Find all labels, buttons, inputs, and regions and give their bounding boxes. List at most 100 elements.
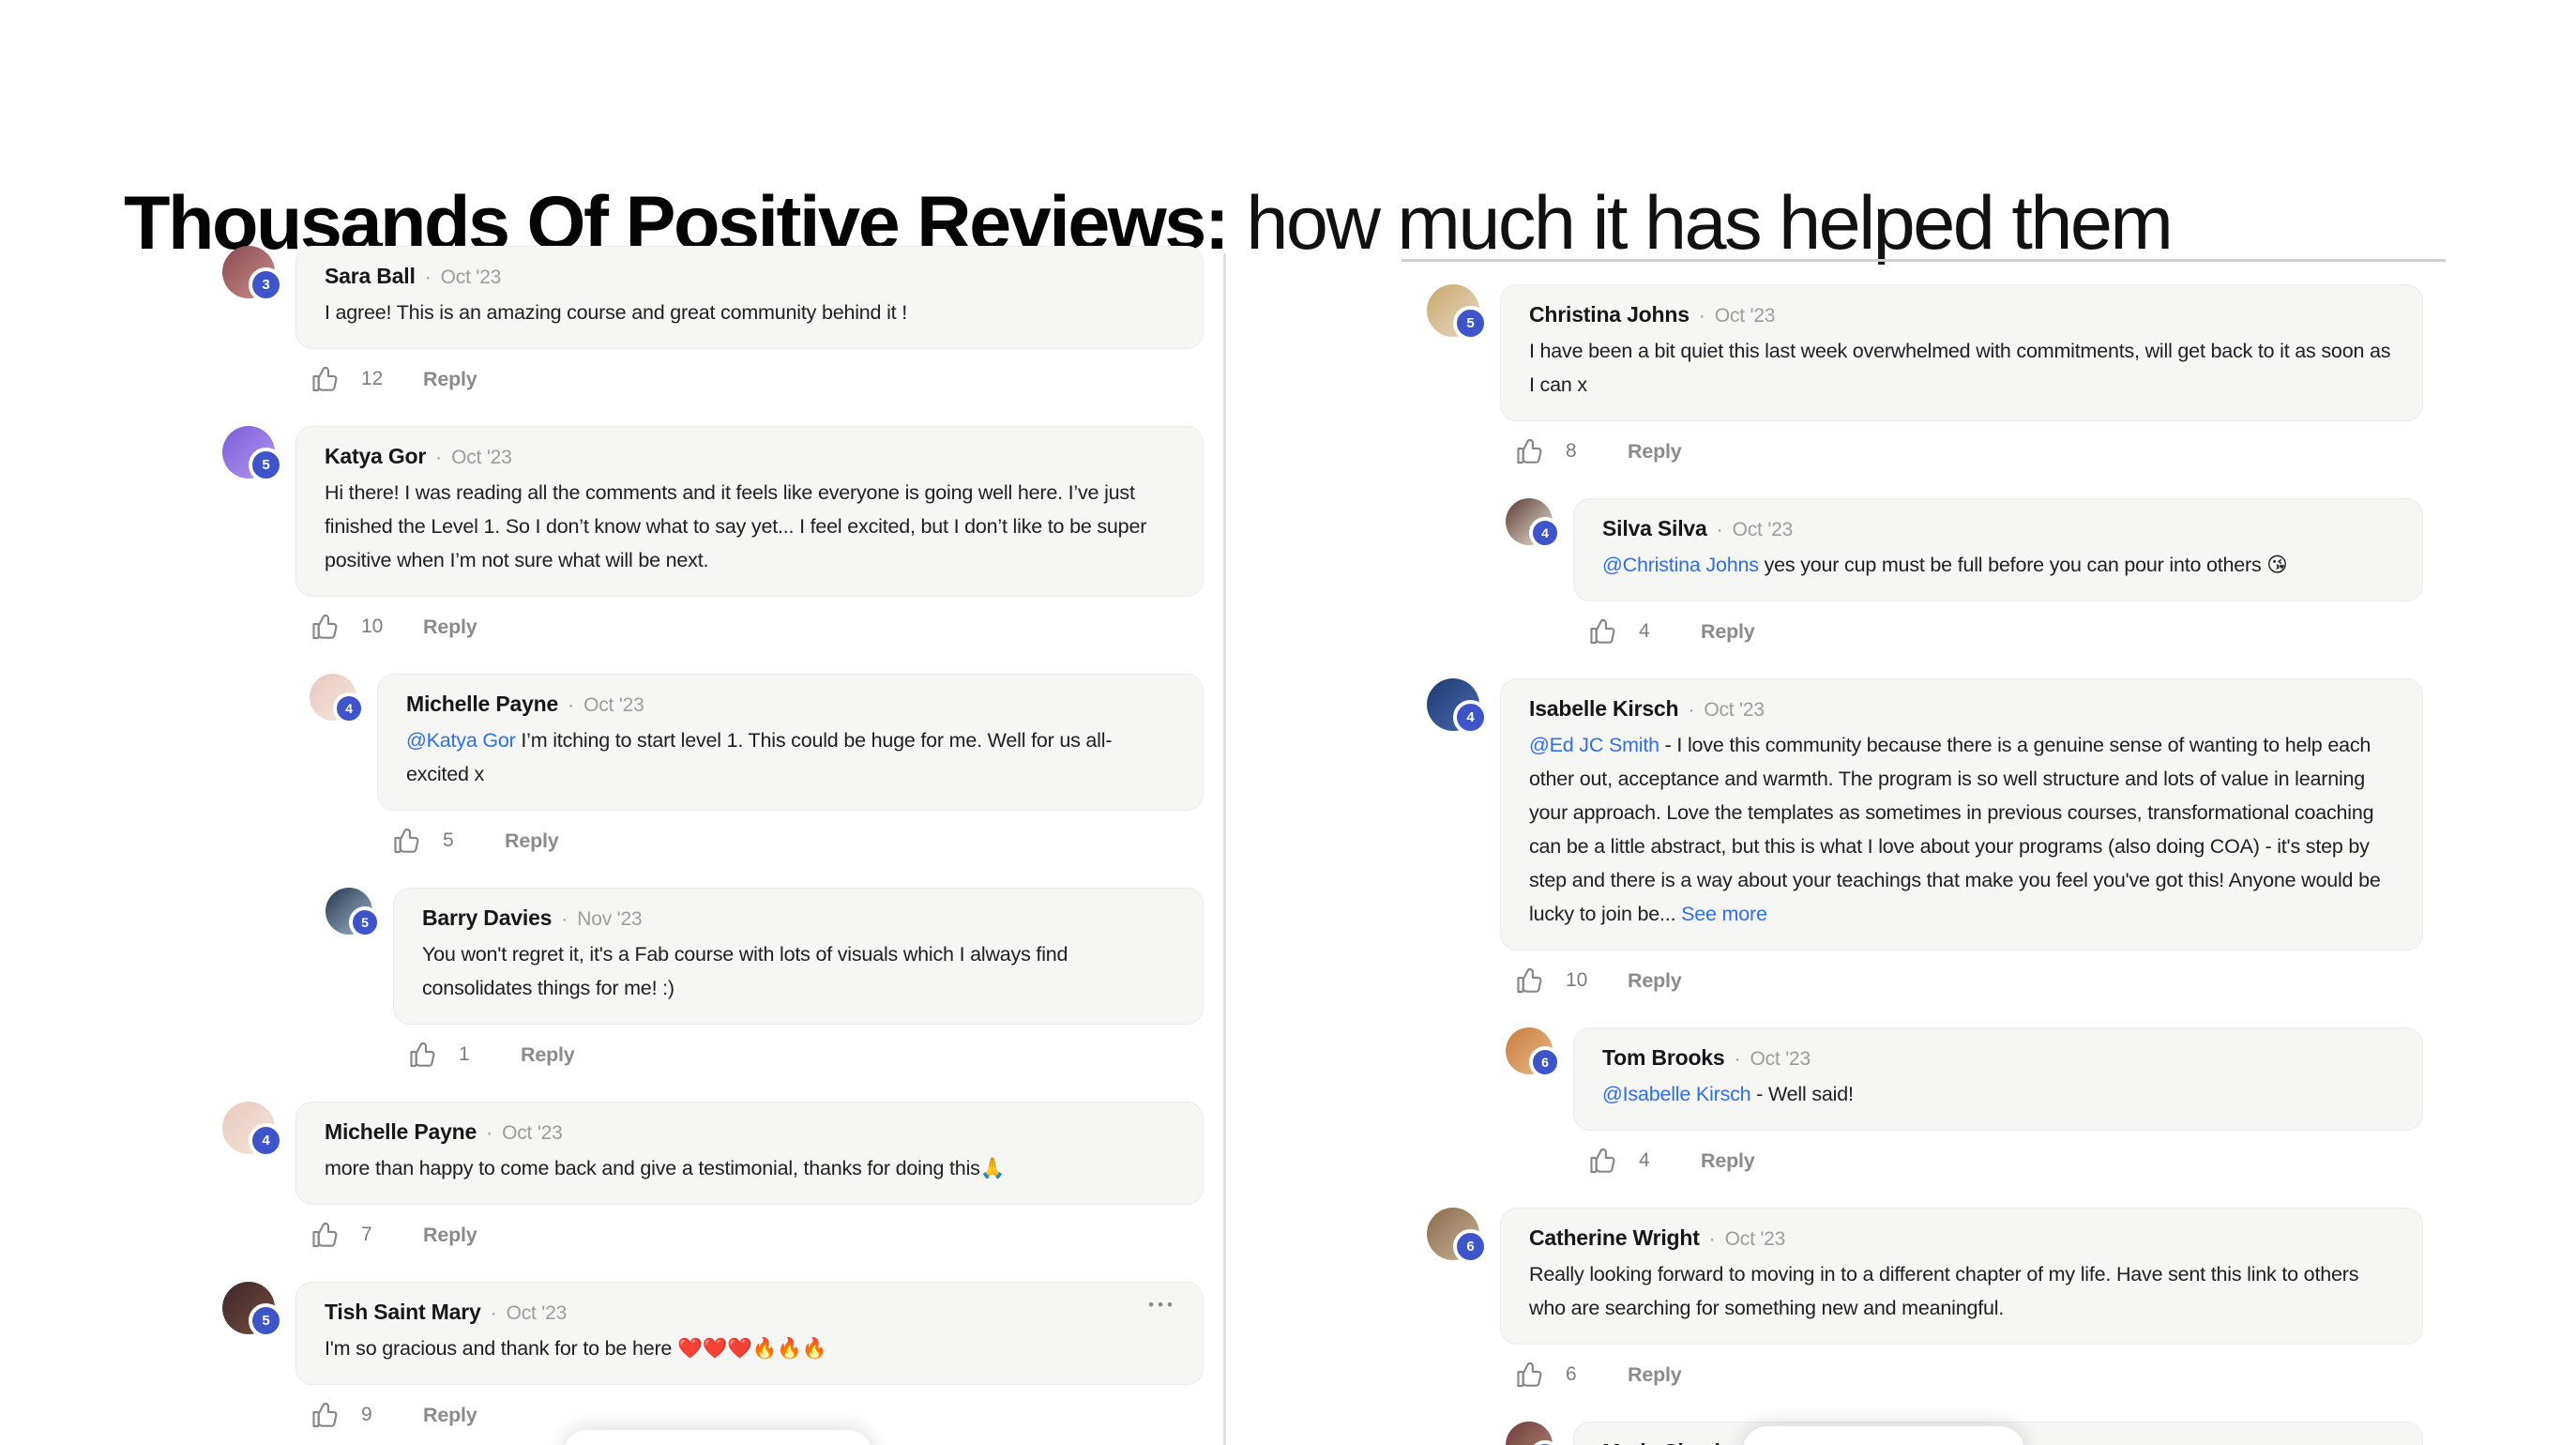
reply-button[interactable]: Reply (521, 1042, 575, 1066)
comment-text: @Isabelle Kirsch - Well said! (1602, 1077, 2394, 1111)
like-button[interactable] (1515, 966, 1545, 996)
mention-link[interactable]: @Katya Gor (406, 729, 516, 752)
reply-button[interactable]: Reply (1628, 968, 1682, 992)
mention-link[interactable]: @Ed JC Smith (1529, 734, 1659, 756)
comment-text: You won't regret it, it's a Fab course w… (422, 937, 1174, 1005)
avatar-level-badge: 4 (333, 692, 365, 724)
date-separator: · (1708, 1228, 1716, 1250)
mention-link[interactable]: @Isabelle Kirsch (1602, 1083, 1751, 1105)
thumbs-up-icon (312, 1222, 338, 1248)
commenter-name: Tom Brooks (1602, 1045, 1725, 1070)
comment-header: Katya Gor · Oct '23 (325, 444, 1174, 469)
reply-button[interactable]: Reply (1628, 439, 1682, 463)
more-options-icon[interactable]: ••• (1148, 1296, 1176, 1314)
comment-date: Oct '23 (1750, 1048, 1811, 1070)
date-separator: · (1688, 699, 1695, 721)
avatar[interactable]: 5 (222, 426, 283, 482)
comment-text-segment: I have been a bit quiet this last week o… (1529, 340, 2391, 396)
commenter-name: Isabelle Kirsch (1529, 696, 1679, 721)
like-count: 12 (361, 368, 384, 389)
avatar[interactable]: 6 (1427, 1208, 1488, 1264)
avatar[interactable]: 5 (222, 1282, 283, 1338)
comment-header: Silva Silva · Oct '23 (1602, 516, 2394, 541)
comment-text-segment: yes your cup must be full before you can… (1758, 554, 2288, 576)
comment-bubble: Katya Gor · Oct '23 Hi there! I was read… (295, 426, 1204, 597)
reply-button[interactable]: Reply (1701, 619, 1755, 643)
comment-text: Really looking forward to moving in to a… (1529, 1257, 2394, 1325)
comment-date: Nov '23 (577, 908, 643, 930)
comment-date: Oct '23 (502, 1122, 563, 1144)
avatar[interactable]: 4 (310, 674, 365, 724)
commenter-name: Christina Johns (1529, 302, 1690, 327)
reply-button[interactable]: Reply (423, 1403, 477, 1426)
avatar[interactable]: 3 (222, 246, 283, 302)
comment-text-segment: Really looking forward to moving in to a… (1529, 1263, 2359, 1319)
reply-button[interactable]: Reply (505, 829, 559, 852)
comment-bubble: Catherine Wright · Oct '23 Really lookin… (1500, 1208, 2423, 1345)
comment-row: 4 Michelle Payne · Oct '23 @Katya Gor I’… (310, 674, 1204, 888)
like-count: 4 (1639, 1149, 1650, 1171)
comment-bubble: Tish Saint Mary · Oct '23 I'm so graciou… (295, 1282, 1204, 1385)
avatar[interactable]: 5 (1427, 284, 1488, 341)
comment-bubble: Michelle Payne · Oct '23 more than happy… (295, 1102, 1204, 1205)
reply-button[interactable]: Reply (423, 615, 477, 638)
avatar[interactable]: 5 (326, 888, 381, 938)
cutoff-overlay-card (563, 1430, 872, 1445)
comments-column-right: 5 Christina Johns · Oct '23 I have been … (1402, 259, 2446, 1445)
comment-bubble: Sara Ball · Oct '23 I agree! This is an … (295, 246, 1204, 349)
date-separator: · (486, 1122, 493, 1144)
like-button[interactable] (311, 612, 341, 642)
like-row: 10 Reply (1515, 964, 2423, 997)
avatar[interactable]: 4 (1506, 498, 1561, 549)
like-button[interactable] (311, 1220, 341, 1250)
mention-link[interactable]: @Christina Johns (1602, 554, 1759, 576)
comment-body: Michelle Payne · Oct '23 more than happy… (295, 1102, 1204, 1282)
comment-text: I have been a bit quiet this last week o… (1529, 334, 2394, 402)
date-separator: · (490, 1302, 497, 1324)
comment-text-segment: more than happy to come back and give a … (325, 1157, 1006, 1179)
comment-date: Oct '23 (1724, 1228, 1786, 1250)
like-button[interactable] (1588, 1146, 1618, 1176)
comment-text-segment: I'm so gracious and thank for to be here… (325, 1337, 827, 1360)
date-separator: · (424, 266, 432, 288)
comment-text-segment: You won't regret it, it's a Fab course w… (422, 943, 1068, 999)
comment-header: Sara Ball · Oct '23 (325, 264, 1174, 289)
avatar-level-badge: 5 (1453, 306, 1488, 341)
comment-text: @Katya Gor I’m itching to start level 1.… (406, 723, 1174, 791)
avatar[interactable]: 6 (1506, 1027, 1561, 1078)
thumbs-up-icon (394, 828, 419, 854)
comment-header: Tom Brooks · Oct '23 (1602, 1045, 2394, 1071)
like-button[interactable] (311, 364, 341, 394)
comment-bubble: Silva Silva · Oct '23 @Christina Johns y… (1573, 498, 2423, 601)
like-button[interactable] (311, 1400, 341, 1430)
avatar-level-badge: 4 (1453, 700, 1488, 735)
reply-button[interactable]: Reply (423, 367, 477, 390)
avatar-level-badge: 3 (249, 267, 283, 302)
like-button[interactable] (1588, 616, 1618, 646)
cutoff-overlay-card (1743, 1426, 2024, 1445)
reply-button[interactable]: Reply (1628, 1362, 1682, 1386)
commenter-name: Michelle Payne (325, 1119, 477, 1144)
comment-row: 4 Silva Silva · Oct '23 @Christina Johns… (1506, 498, 2423, 678)
avatar[interactable]: 4 (1506, 1422, 1561, 1445)
reply-button[interactable]: Reply (1701, 1148, 1755, 1172)
avatar[interactable]: 4 (222, 1102, 283, 1158)
like-row: 9 Reply (311, 1398, 1204, 1432)
comment-header: Isabelle Kirsch · Oct '23 (1529, 696, 2394, 722)
like-count: 10 (361, 616, 384, 637)
comment-text-segment: - Well said! (1750, 1083, 1854, 1105)
comment-bubble: Michelle Payne · Oct '23 @Katya Gor I’m … (377, 674, 1204, 811)
like-count: 4 (1639, 620, 1650, 642)
comment-header: Catherine Wright · Oct '23 (1529, 1225, 2394, 1251)
like-button[interactable] (1515, 436, 1545, 466)
see-more-link[interactable]: See more (1681, 903, 1767, 925)
like-button[interactable] (392, 826, 422, 856)
commenter-name: Silva Silva (1602, 516, 1707, 540)
like-button[interactable] (408, 1040, 438, 1070)
like-button[interactable] (1515, 1360, 1545, 1390)
like-row: 6 Reply (1515, 1358, 2423, 1392)
avatar[interactable]: 4 (1427, 678, 1488, 735)
comment-text: @Christina Johns yes your cup must be fu… (1602, 548, 2394, 582)
comment-row: 6 Catherine Wright · Oct '23 Really look… (1427, 1208, 2423, 1422)
reply-button[interactable]: Reply (423, 1223, 477, 1246)
